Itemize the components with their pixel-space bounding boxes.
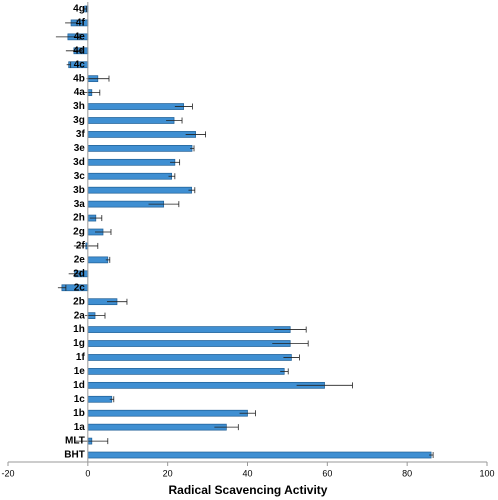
y-tick-label: 3e xyxy=(74,143,86,154)
bar xyxy=(87,409,248,417)
bar xyxy=(87,103,184,110)
y-tick-label: 3d xyxy=(73,157,85,168)
y-tick-label: 1d xyxy=(73,380,85,391)
y-tick-label: 1a xyxy=(74,422,86,433)
y-tick-label: 3g xyxy=(73,115,85,126)
y-tick-label: 2c xyxy=(74,282,86,293)
y-tick-label: 1b xyxy=(73,408,85,419)
bar xyxy=(87,340,291,347)
y-tick-label: 3c xyxy=(74,171,86,182)
y-tick-label: 2f xyxy=(76,241,86,252)
x-tick-label: 60 xyxy=(322,468,332,478)
bar xyxy=(87,131,196,138)
y-tick-label: 4d xyxy=(73,45,85,56)
bar xyxy=(87,145,193,152)
y-tick-label: 3h xyxy=(73,101,85,112)
bar xyxy=(87,451,432,459)
y-tick-label: 4g xyxy=(73,4,85,15)
y-tick-label: 4e xyxy=(74,31,86,42)
x-axis-label: Radical Scavencing Activity xyxy=(169,483,328,497)
x-tick-label: 0 xyxy=(85,468,90,478)
y-tick-label: 1g xyxy=(73,338,85,349)
bar xyxy=(87,117,175,124)
y-tick-label: 2a xyxy=(74,310,86,321)
y-tick-label: 1h xyxy=(73,324,85,335)
x-tick-label: 100 xyxy=(479,468,494,478)
y-tick-label: 2e xyxy=(74,255,86,266)
bar xyxy=(87,186,192,194)
y-tick-label: 3b xyxy=(73,185,85,196)
y-tick-label: 1f xyxy=(76,352,86,363)
y-tick-label: 4f xyxy=(76,18,86,29)
y-tick-label: 2b xyxy=(73,296,85,307)
y-tick-label: 1c xyxy=(74,394,86,405)
bar xyxy=(87,354,292,361)
bar xyxy=(87,256,109,264)
bar xyxy=(87,326,291,333)
bar xyxy=(87,395,113,403)
y-tick-label: 3a xyxy=(74,199,86,210)
bar xyxy=(87,423,227,431)
x-tick-label: 80 xyxy=(402,468,412,478)
bar xyxy=(87,368,285,375)
x-tick-label: 20 xyxy=(163,468,173,478)
bar xyxy=(87,172,173,180)
y-tick-label: 4c xyxy=(74,59,86,70)
y-tick-label: MLT xyxy=(65,436,85,447)
bar xyxy=(87,381,325,389)
y-tick-label: 2h xyxy=(73,213,85,224)
y-tick-label: 4b xyxy=(73,73,85,84)
y-tick-label: 3f xyxy=(76,129,86,140)
bar xyxy=(87,158,176,166)
y-tick-label: BHT xyxy=(64,450,85,461)
y-tick-label: 2d xyxy=(73,268,85,279)
x-tick-label: 40 xyxy=(242,468,252,478)
y-tick-label: 1e xyxy=(74,366,86,377)
y-tick-label: 2g xyxy=(73,227,85,238)
x-tick-label: -20 xyxy=(1,468,14,478)
y-tick-label: 4a xyxy=(74,87,86,98)
